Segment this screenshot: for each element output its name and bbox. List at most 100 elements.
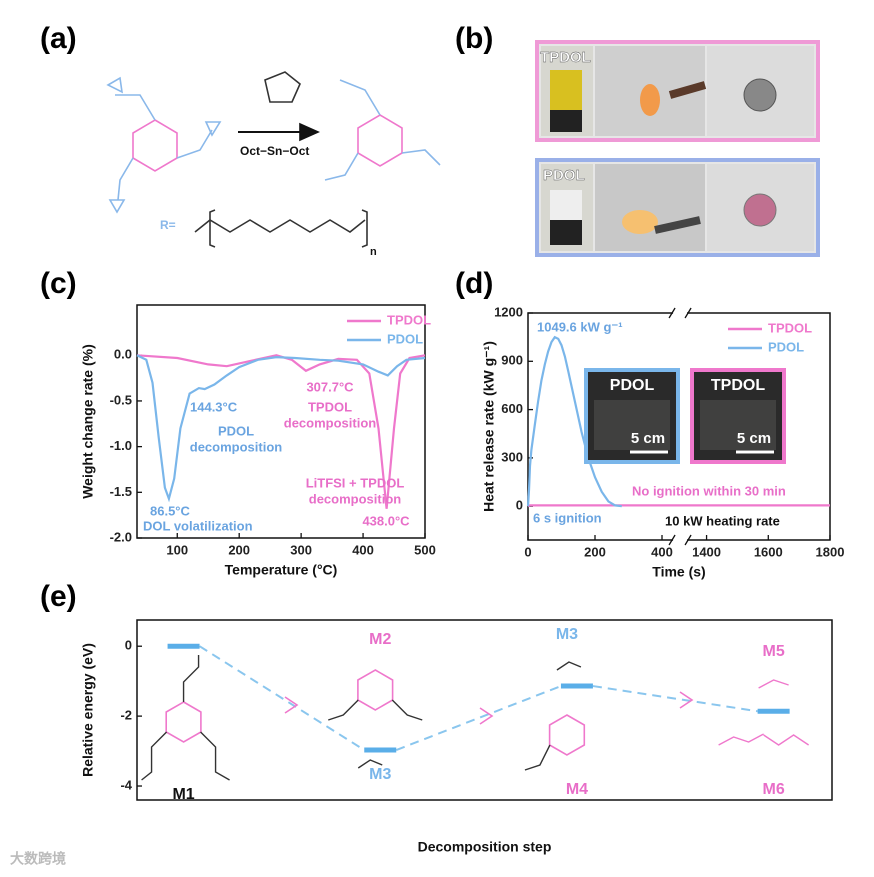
x-tick-label: 100	[166, 542, 188, 557]
molecule-label: M3	[369, 766, 391, 783]
photo-label: PDOL	[543, 167, 585, 184]
legend-label: PDOL	[768, 339, 804, 354]
molecule-ring	[357, 669, 394, 711]
annotation: decomposition	[284, 415, 377, 430]
x-tick-label: 1600	[754, 544, 783, 559]
data-line	[136, 354, 426, 503]
y-tick-label: -0.5	[110, 392, 132, 407]
inset-scale: 5 cm	[737, 430, 771, 447]
subscript: n	[370, 246, 377, 258]
molecule-ring	[165, 701, 202, 743]
y-tick-label: 900	[501, 353, 523, 368]
annotation: 307.7°C	[306, 379, 354, 394]
annotation: 10 kW heating rate	[665, 513, 780, 528]
plot-frame	[136, 619, 833, 801]
connector	[592, 685, 758, 713]
allyl-chain	[328, 699, 423, 769]
fragment	[718, 679, 810, 746]
break-mark	[668, 534, 676, 546]
data-line	[526, 335, 622, 508]
y-tick-label: -2.0	[110, 529, 132, 544]
allyl-chain	[524, 661, 582, 771]
x-tick-label: 300	[290, 542, 312, 557]
annotation: PDOL	[218, 423, 254, 438]
x-axis-label: Decomposition step	[418, 839, 552, 855]
inset-scale: 5 cm	[631, 430, 665, 447]
x-tick-label: 0	[524, 544, 531, 559]
x-tick-label: 1800	[816, 544, 845, 559]
allyl-chain	[141, 655, 230, 781]
panel-label: (e)	[40, 580, 77, 613]
y-axis-label: Weight change rate (%)	[80, 344, 96, 499]
x-tick-label: 200	[584, 544, 606, 559]
molecule-label: M3	[556, 626, 578, 643]
y-axis-label: Relative energy (eV)	[80, 643, 96, 777]
axis-break	[673, 536, 688, 544]
molecule-label: M2	[369, 631, 391, 648]
photos	[535, 40, 820, 257]
inset-label: TPDOL	[711, 377, 765, 394]
x-axis-label: Temperature (°C)	[225, 562, 338, 578]
x-tick-label: 500	[414, 542, 436, 557]
data-line	[527, 504, 830, 508]
inset-label: PDOL	[610, 377, 655, 394]
annotation: decomposition	[190, 439, 283, 454]
photo-label: TPDOL	[540, 49, 591, 66]
x-tick-label: 400	[651, 544, 673, 559]
break-mark	[668, 307, 676, 319]
break-mark	[684, 307, 692, 319]
panel-label: (d)	[455, 267, 493, 300]
step-arrow	[284, 696, 299, 714]
x-tick-label: 1400	[692, 544, 721, 559]
connector	[395, 685, 562, 751]
annotation: 438.0°C	[362, 513, 410, 528]
y-tick-label: -4	[120, 777, 132, 792]
data-line	[136, 354, 426, 509]
y-tick-label: 1200	[494, 304, 523, 319]
panel-label: (b)	[455, 22, 493, 55]
molecule-label: M6	[763, 781, 785, 798]
molecule-label: M4	[566, 781, 588, 798]
annotation: TPDOL	[308, 399, 352, 414]
scheme	[106, 71, 441, 248]
panel-label: (c)	[40, 267, 77, 300]
y-tick-label: -1.5	[110, 484, 132, 499]
step-arrow	[479, 707, 494, 725]
inset-texture	[594, 400, 670, 450]
y-tick-label: -2	[120, 708, 132, 723]
annotation: 6 s ignition	[533, 510, 602, 525]
y-tick-label: 0.0	[114, 347, 132, 362]
molecule-label: M5	[763, 643, 785, 660]
break-mark	[684, 534, 692, 546]
catalyst: Oct−Sn−Oct	[240, 144, 309, 158]
inset-texture	[700, 400, 776, 450]
y-tick-label: 0	[125, 638, 132, 653]
annotation: 144.3°C	[190, 399, 238, 414]
r-label: R=	[160, 218, 176, 232]
legend-label: PDOL	[387, 331, 423, 346]
annotation: decomposition	[309, 491, 402, 506]
axis-break	[673, 309, 688, 317]
legend-label: TPDOL	[768, 320, 812, 335]
y-tick-label: 600	[501, 401, 523, 416]
annotation: LiTFSI + TPDOL	[306, 475, 405, 490]
y-tick-label: 0	[516, 498, 523, 513]
watermark: 大数跨境	[10, 851, 66, 867]
y-tick-label: 300	[501, 449, 523, 464]
x-tick-label: 400	[352, 542, 374, 557]
x-axis-label: Time (s)	[652, 564, 705, 580]
y-axis-label: Heat release rate (kW g⁻¹)	[481, 341, 497, 512]
plot-frame	[136, 304, 426, 539]
panel-label: (a)	[40, 22, 77, 55]
annotation: 1049.6 kW g⁻¹	[537, 319, 623, 334]
molecule-label: M1	[172, 786, 194, 803]
annotation: DOL volatilization	[143, 518, 253, 533]
step-arrow	[679, 691, 694, 709]
legend-label: TPDOL	[387, 312, 431, 327]
molecule-ring	[548, 714, 586, 756]
annotation: 86.5°C	[150, 503, 191, 518]
annotation: No ignition within 30 min	[632, 483, 786, 498]
y-tick-label: -1.0	[110, 438, 132, 453]
x-tick-label: 200	[228, 542, 250, 557]
